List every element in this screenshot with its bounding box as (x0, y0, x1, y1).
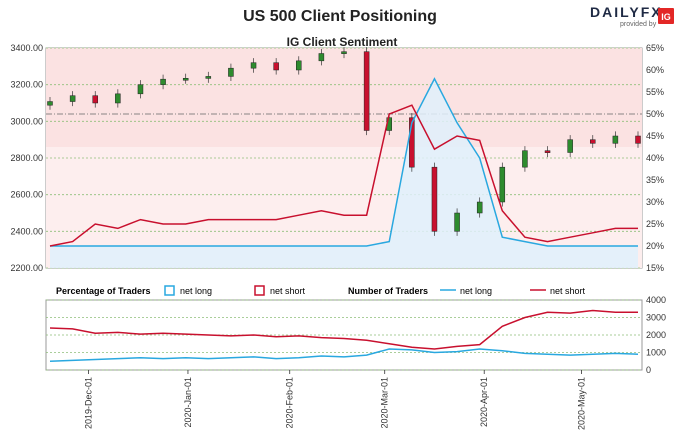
candle-body (363, 51, 370, 131)
candle-body (522, 150, 528, 168)
candle-body (47, 101, 53, 106)
candle-body (409, 117, 415, 168)
pct-tick-label: 50% (646, 109, 664, 119)
legend-net-short: net short (270, 286, 306, 296)
price-tick-label: 2200.00 (10, 263, 43, 273)
candle-body (273, 62, 279, 71)
net-short-line (49, 104, 638, 247)
lower-plot: 0 1000 2000 3000 4000 (45, 295, 666, 375)
chart-title: US 500 Client Positioning (243, 8, 437, 25)
legend: Percentage of Traders net long net short… (56, 285, 586, 296)
candle-body (205, 76, 212, 79)
x-tick-label: 2020-May-01 (576, 377, 586, 430)
pct-tick-label: 55% (646, 87, 664, 97)
pct-tick-label: 15% (646, 263, 664, 273)
price-tick-label: 2800.00 (10, 153, 43, 163)
legend-net-long: net long (180, 286, 212, 296)
legend-count-short: net short (550, 286, 586, 296)
candle-body (635, 135, 641, 144)
candle-body (115, 93, 121, 104)
candle-body (544, 150, 551, 153)
price-tick-label: 2400.00 (10, 226, 43, 236)
candle-body (341, 51, 347, 54)
candle-body (318, 53, 325, 62)
pct-tick-label: 25% (646, 219, 664, 229)
pct-tick-label: 40% (646, 153, 664, 163)
net-long-area (50, 78, 638, 268)
count-tick-label: 1000 (646, 348, 666, 358)
candle-body (69, 95, 76, 102)
count-tick-label: 4000 (646, 295, 666, 305)
pct-tick-label: 60% (646, 65, 664, 75)
svg-text:provided by: provided by (620, 21, 657, 28)
legend-net-short-swatch (254, 285, 265, 296)
count-tick-label: 0 (646, 365, 651, 375)
svg-text:DAILYFX: DAILYFX (590, 4, 663, 20)
count-net-long-line (49, 348, 639, 362)
candle-body (92, 95, 98, 104)
candle-body (137, 84, 144, 95)
upper-band (46, 48, 642, 147)
percentage-label: Percentage of Traders (56, 286, 151, 296)
subchart-title: IG Client Sentiment (287, 35, 398, 49)
svg-text:IG: IG (661, 12, 671, 22)
candle-body (228, 67, 234, 77)
pct-tick-label: 35% (646, 175, 664, 185)
candle-body (250, 62, 257, 69)
candle-body (590, 139, 596, 144)
number-label: Number of Traders (348, 286, 428, 296)
price-tick-label: 3000.00 (10, 116, 43, 126)
candle-body (499, 166, 506, 203)
count-tick-label: 3000 (646, 313, 666, 323)
pct-tick-label: 30% (646, 197, 664, 207)
candle-body (160, 78, 166, 85)
price-tick-label: 3200.00 (10, 80, 43, 90)
candle-body (567, 139, 573, 153)
net-long-line (50, 77, 638, 247)
price-tick-label: 3400.00 (10, 43, 43, 53)
candle-body (454, 212, 460, 232)
x-tick-label: 2020-Mar-01 (380, 377, 390, 429)
pct-tick-label: 65% (646, 43, 664, 53)
candle-body (431, 166, 438, 232)
x-tick-label: 2020-Apr-01 (479, 377, 489, 427)
x-tick-label: 2020-Feb-01 (285, 377, 295, 429)
count-tick-label: 2000 (646, 330, 666, 340)
upper-plot: 2200.00 2400.00 2600.00 2800.00 3000.00 3200.… (10, 43, 664, 273)
price-tick-label: 2600.00 (10, 190, 43, 200)
x-tick-label: 2019-Dec-01 (83, 377, 93, 429)
candle-body (182, 78, 189, 81)
candle-body (296, 60, 302, 71)
candle-body (476, 201, 483, 214)
pct-tick-label: 45% (646, 131, 664, 141)
dailyfx-logo: DAILYFX provided by IG (590, 4, 674, 28)
legend-net-long-swatch (164, 285, 175, 296)
pct-tick-label: 20% (646, 241, 664, 251)
legend-count-long: net long (460, 286, 492, 296)
x-axis: 2019-Dec-01 2020-Jan-01 2020-Feb-01 2020-Ma… (83, 370, 586, 430)
x-tick-label: 2020-Jan-01 (183, 377, 193, 428)
count-net-short-line (49, 309, 638, 350)
candle-body (612, 135, 619, 144)
